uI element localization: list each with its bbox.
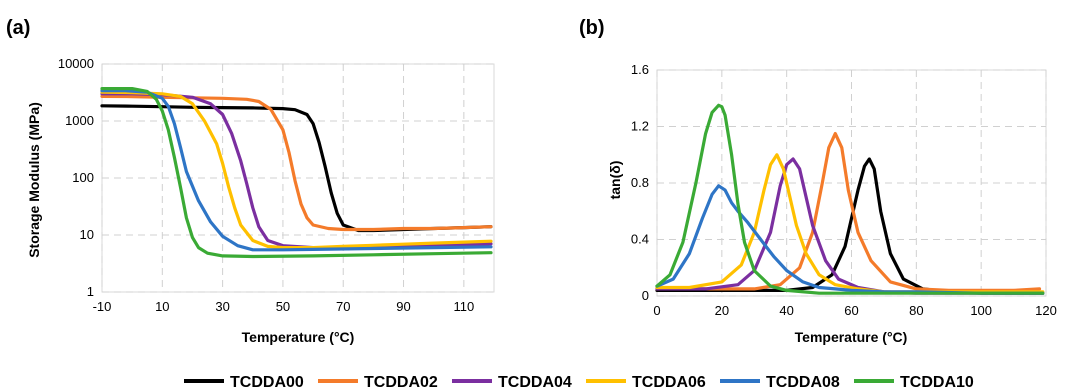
panel-a-gridlines <box>101 63 495 293</box>
y-tick-label: 1.2 <box>631 119 649 134</box>
y-tick-label: 10000 <box>58 56 94 71</box>
series-line-tcdda06 <box>100 90 493 250</box>
x-tick-label: 50 <box>276 299 290 314</box>
series-line-tcdda00 <box>655 157 1045 295</box>
legend-label-tcdda06: TCDDA06 <box>632 374 706 391</box>
panel-a-y-axis-title: Storage Modulus (MPa) <box>26 102 42 258</box>
series-line-tcdda02 <box>655 132 1042 292</box>
series-line-tcdda00 <box>100 104 493 233</box>
y-tick-label: 1000 <box>65 113 94 128</box>
series-line-tcdda08 <box>655 184 1045 295</box>
x-tick-label: 120 <box>1035 303 1057 318</box>
x-tick-label: 100 <box>970 303 992 318</box>
panel-b-label: (b) <box>579 17 605 39</box>
x-tick-label: 60 <box>844 303 858 318</box>
x-tick-label: 30 <box>215 299 229 314</box>
x-tick-label: 110 <box>453 299 474 314</box>
x-tick-label: 20 <box>715 303 729 318</box>
panel-a-storage-modulus-chart: (a) Storage Modulus (MPa) Temperature (°… <box>6 17 495 345</box>
panel-b-series-lines <box>655 103 1045 295</box>
y-tick-label: 10 <box>80 227 94 242</box>
legend-label-tcdda00: TCDDA00 <box>230 374 304 391</box>
legend-label-tcdda04: TCDDA04 <box>498 374 572 391</box>
y-tick-label: 1 <box>87 284 94 299</box>
x-tick-label: 40 <box>779 303 793 318</box>
series-line-tcdda02 <box>100 94 493 232</box>
panel-a-series-lines <box>100 86 493 259</box>
y-tick-label: 0.4 <box>631 232 649 247</box>
series-line-tcdda04 <box>100 92 493 250</box>
panel-b-tick-labels: 0 0.4 0.8 1.2 1.6 0 20 40 60 80 100 120 <box>631 62 1057 318</box>
legend: TCDDA00 TCDDA02 TCDDA04 TCDDA06 TCDDA08 TCDDA… <box>184 374 974 391</box>
y-tick-label: 100 <box>72 170 94 185</box>
x-tick-label: 10 <box>155 299 169 314</box>
x-tick-label: 0 <box>653 303 660 318</box>
panel-b-x-axis-title: Temperature (°C) <box>795 329 908 345</box>
series-line-tcdda10 <box>655 103 1045 295</box>
series-line-tcdda08 <box>100 89 493 252</box>
y-tick-label: 1.6 <box>631 62 649 77</box>
legend-label-tcdda10: TCDDA10 <box>900 374 974 391</box>
panel-a-label: (a) <box>6 17 30 39</box>
panel-a-x-axis-title: Temperature (°C) <box>242 329 355 345</box>
legend-label-tcdda08: TCDDA08 <box>766 374 840 391</box>
y-tick-label: 0.8 <box>631 175 649 190</box>
legend-label-tcdda02: TCDDA02 <box>364 374 438 391</box>
x-tick-label: 70 <box>336 299 350 314</box>
y-tick-label: 0 <box>642 288 649 303</box>
panel-b-y-axis-title: tan(δ) <box>607 161 623 200</box>
panel-b-tan-delta-chart: (b) tan(δ) Temperature (°C) 0 0.4 0.8 1.2 1.… <box>579 17 1057 345</box>
series-line-tcdda10 <box>100 86 493 259</box>
x-tick-label: 80 <box>909 303 923 318</box>
panel-b-gridlines <box>656 69 1047 297</box>
x-tick-label: 90 <box>396 299 410 314</box>
x-tick-label: -10 <box>93 299 112 314</box>
